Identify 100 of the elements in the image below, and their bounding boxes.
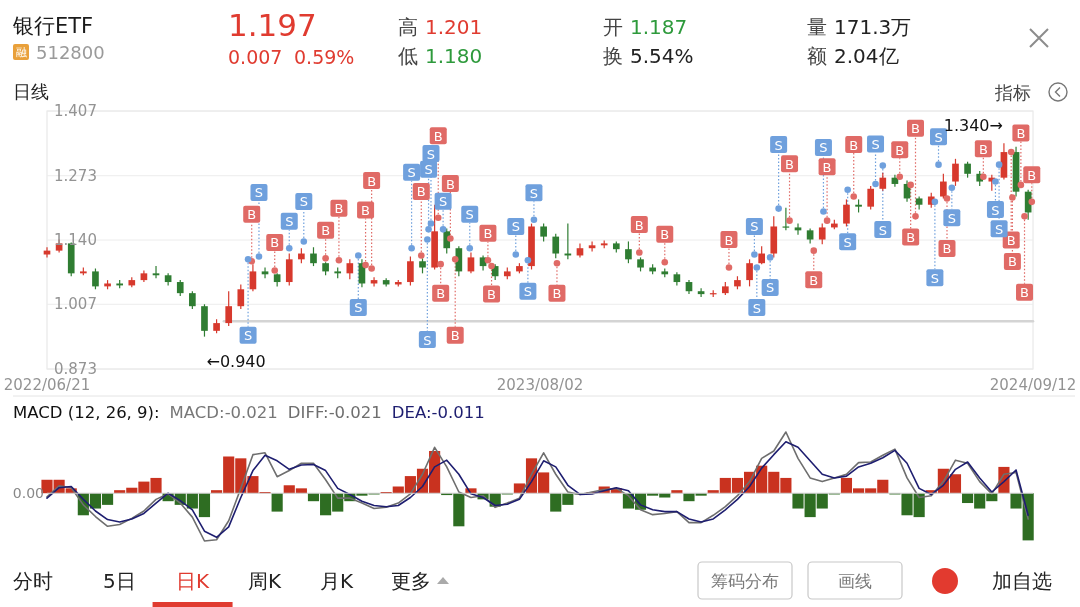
chart-subtitle: 512800 [36, 42, 105, 63]
annotation: B [321, 223, 331, 239]
text: 月K [320, 569, 354, 593]
annotation: B [942, 241, 952, 257]
x-tick-label: 2024/09/12 [989, 376, 1077, 394]
annotation: B [433, 128, 443, 144]
annotation: S [766, 280, 775, 296]
text: 开 [603, 15, 623, 39]
y-tick-label: 1.407 [54, 102, 97, 120]
annotation: S [523, 284, 533, 300]
text: 1.180 [425, 44, 483, 68]
annotation: S [423, 332, 432, 348]
annotation: B [436, 286, 446, 302]
x-tick-label: 2023/08/02 [496, 376, 584, 394]
chart-title: MACD (12, 26, 9): [13, 403, 160, 422]
y-tick-label: 1.140 [54, 231, 97, 249]
annotation: S [354, 300, 363, 316]
text: 日K [176, 569, 210, 593]
annotation: S [991, 202, 1000, 218]
chart-title: 银行ETF [12, 14, 94, 38]
text: 1.201 [425, 15, 483, 39]
annotation: B [334, 201, 344, 217]
text: 加自选 [992, 569, 1052, 593]
annotation: S [774, 137, 783, 153]
annotation: B [416, 184, 426, 200]
annotation: S [511, 219, 520, 235]
annotation: B [1016, 125, 1026, 141]
annotation: S [529, 185, 539, 201]
annotation: B [483, 226, 493, 242]
ref-line-label: 0.00 [12, 485, 44, 502]
annotation: B [906, 229, 916, 245]
y-tick-label: 1.273 [54, 166, 97, 185]
annotation: B [247, 207, 257, 223]
annotation: B [552, 286, 562, 302]
annotation: S [285, 214, 294, 230]
text: 画线 [838, 571, 872, 591]
annotation: ←0.940 [206, 351, 266, 371]
annotation: B [487, 287, 497, 303]
annotation: B [911, 121, 920, 137]
annotation: S [819, 140, 828, 156]
annotation: S [878, 222, 887, 238]
text: 171.3万 [834, 15, 912, 39]
annotation: B [270, 235, 280, 251]
annotation: S [947, 210, 956, 226]
annotation: B [1007, 254, 1017, 270]
annotation: S [930, 270, 940, 286]
text: 筹码分布 [711, 571, 779, 591]
annotation: S [750, 219, 759, 235]
y-tick-label: 1.007 [54, 295, 97, 314]
annotation: B [361, 203, 371, 219]
annotation: B [367, 173, 377, 189]
annotation: B [822, 159, 832, 175]
annotation: S [465, 207, 474, 223]
text: DEA:-0.011 [391, 403, 485, 422]
text: 低 [398, 44, 418, 68]
annotation: B [1027, 167, 1037, 183]
annotation: B [895, 142, 905, 158]
x-tick-label: 2022/06/21 [3, 376, 91, 394]
text: 换 [603, 44, 623, 68]
annotation: S [426, 146, 436, 162]
annotation: S [299, 194, 308, 210]
annotation: B [1006, 233, 1016, 249]
text: 高 [398, 15, 418, 39]
text: 周K [248, 569, 282, 593]
text: 2.04亿 [834, 44, 899, 68]
annotation: S [934, 129, 943, 145]
annotation: B [849, 137, 859, 153]
text: DIFF:-0.021 [287, 403, 382, 422]
annotation: S [994, 221, 1004, 237]
annotation: B [450, 328, 460, 344]
text: 指标 [994, 82, 1031, 103]
annotation: B [809, 272, 819, 288]
annotation: B [634, 217, 644, 233]
text: 量 [807, 15, 827, 39]
text: 分时 [13, 569, 53, 593]
annotation: S [438, 194, 448, 210]
text: 额 [807, 44, 827, 68]
annotation: B [445, 176, 455, 192]
annotation: 1.340→ [943, 116, 1003, 136]
text: 5日 [103, 569, 136, 593]
text: 0.007 [228, 46, 283, 68]
annotation: S [843, 234, 852, 250]
text: 5.54% [630, 44, 694, 68]
annotation: B [1020, 285, 1029, 301]
annotation: S [254, 185, 264, 201]
annotation: S [407, 165, 416, 181]
text: 更多 [391, 569, 431, 593]
annotation: B [785, 156, 794, 172]
annotation: B [978, 141, 988, 157]
annotation: B [724, 232, 734, 248]
text: 1.187 [630, 15, 688, 39]
annotation: S [243, 328, 253, 344]
text: MACD:-0.021 [169, 403, 278, 422]
text: 日线 [13, 81, 49, 102]
y-tick-label: 0.873 [54, 360, 97, 378]
annotation: B [660, 227, 670, 243]
annotation: S [871, 136, 880, 152]
annotation: S [424, 162, 433, 178]
text: 0.59% [294, 46, 355, 68]
annotation: S [752, 300, 761, 316]
